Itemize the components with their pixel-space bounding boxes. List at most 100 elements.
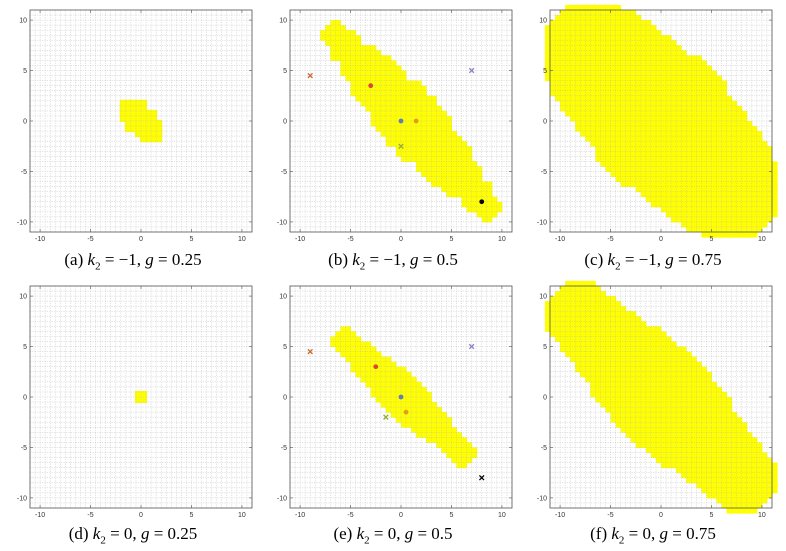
x-tick-label: -10 xyxy=(295,512,305,519)
y-tick-label: -10 xyxy=(537,495,547,502)
x-tick-label: -10 xyxy=(35,512,45,519)
y-tick-label: 10 xyxy=(539,18,547,25)
grid-lines xyxy=(289,285,513,509)
y-tick-label: 10 xyxy=(279,294,287,301)
marker-cross xyxy=(478,474,485,481)
plot-d: -10 -5 0 5 10 -10 -5 0 5 10 xyxy=(17,285,253,519)
y-tick-label: 5 xyxy=(23,344,27,351)
marker-cross-stroke xyxy=(383,414,389,420)
y-tick-label: 10 xyxy=(19,294,27,301)
caption-c: (c) k2 = −1, g = 0.75 xyxy=(584,250,722,273)
marker-dot xyxy=(398,118,404,124)
marker-cross-stroke xyxy=(478,474,485,481)
caption-e: (e) k2 = 0, g = 0.5 xyxy=(333,524,453,547)
grid-lines xyxy=(29,285,253,509)
marker-cross xyxy=(307,72,313,79)
region-cell xyxy=(150,130,163,143)
region-cell xyxy=(119,99,132,112)
plot-c: -10 -5 0 5 10 -10 -5 0 5 10 xyxy=(537,4,778,243)
x-tick-label: 10 xyxy=(498,512,506,519)
x-tick-label: 0 xyxy=(659,512,663,519)
grid-lines xyxy=(29,9,253,233)
grid-lines xyxy=(289,9,513,233)
grid-lines xyxy=(549,9,773,233)
x-tick-label: 5 xyxy=(710,236,714,243)
y-tick-label: 5 xyxy=(543,344,547,351)
y-tick-label: 5 xyxy=(283,344,287,351)
x-tick-label: -5 xyxy=(87,512,93,519)
x-tick-label: 10 xyxy=(238,236,246,243)
plot-e: -10 -5 0 5 10 -10 -5 0 5 10 xyxy=(277,285,513,519)
x-tick-label: -5 xyxy=(607,236,613,243)
y-tick-label: -10 xyxy=(17,219,27,226)
y-tick-label: 10 xyxy=(279,18,287,25)
panel-b: -10 -5 0 5 10 -10 -5 0 5 10 (b) k2 = −1, g = 0.5 xyxy=(270,2,516,272)
x-tick-label: 5 xyxy=(190,512,194,519)
y-tick-label: -5 xyxy=(541,169,547,176)
y-tick-label: 0 xyxy=(543,395,547,402)
x-tick-label: -10 xyxy=(35,236,45,243)
marker-cross xyxy=(398,143,404,149)
x-tick-label: 5 xyxy=(450,512,454,519)
panel-a: -10 -5 0 5 10 -10 -5 0 5 10 (a) k2 = −1, g = 0.25 xyxy=(10,2,256,272)
region-group xyxy=(544,4,778,238)
marker-dot xyxy=(413,118,419,124)
x-tick-label: 10 xyxy=(238,512,246,519)
x-tick-label: 10 xyxy=(498,236,506,243)
x-tick-label: -10 xyxy=(555,512,565,519)
y-tick-label: 5 xyxy=(283,68,287,75)
marker-cross-stroke xyxy=(398,143,404,149)
caption-f: (f) k2 = 0, g = 0.75 xyxy=(590,524,716,547)
caption-b: (b) k2 = −1, g = 0.5 xyxy=(328,250,458,273)
y-tick-label: 0 xyxy=(23,119,27,126)
caption-a: (a) k2 = −1, g = 0.25 xyxy=(64,250,202,273)
panel-f: -10 -5 0 5 10 -10 -5 0 5 10 (f) k2 = 0, g = 0.75 xyxy=(530,278,778,548)
x-tick-label: 0 xyxy=(659,236,663,243)
y-tick-label: -5 xyxy=(281,445,287,452)
y-tick-label: -5 xyxy=(21,445,27,452)
region-group xyxy=(119,99,163,143)
marker-dot xyxy=(398,394,404,400)
y-tick-label: -5 xyxy=(281,169,287,176)
plot-b: -10 -5 0 5 10 -10 -5 0 5 10 xyxy=(277,9,513,243)
y-tick-label: -10 xyxy=(537,219,547,226)
plot-f: -10 -5 0 5 10 -10 -5 0 5 10 xyxy=(537,280,778,519)
panel-d: -10 -5 0 5 10 -10 -5 0 5 10 (d) k2 = 0, g = 0.25 xyxy=(10,278,256,548)
caption-d: (d) k2 = 0, g = 0.25 xyxy=(68,524,198,547)
plot-a: -10 -5 0 5 10 -10 -5 0 5 10 xyxy=(17,9,253,243)
y-tick-label: 0 xyxy=(283,395,287,402)
marker-cross xyxy=(383,414,389,420)
y-tick-label: -10 xyxy=(17,495,27,502)
x-tick-label: -10 xyxy=(555,236,565,243)
x-tick-label: 0 xyxy=(399,236,403,243)
y-tick-label: 10 xyxy=(539,294,547,301)
y-tick-label: 5 xyxy=(23,68,27,75)
y-tick-label: -5 xyxy=(21,169,27,176)
y-tick-label: 0 xyxy=(283,119,287,126)
marker-cross xyxy=(307,348,313,355)
marker-dot xyxy=(368,83,374,89)
x-tick-label: 0 xyxy=(399,512,403,519)
marker-cross xyxy=(468,343,475,350)
x-tick-label: -5 xyxy=(607,512,613,519)
y-tick-label: -10 xyxy=(277,495,287,502)
x-tick-label: -5 xyxy=(347,236,353,243)
x-tick-label: 0 xyxy=(139,236,143,243)
x-tick-label: -5 xyxy=(87,236,93,243)
y-tick-label: -5 xyxy=(541,445,547,452)
x-tick-label: 5 xyxy=(450,236,454,243)
y-tick-label: -10 xyxy=(277,219,287,226)
y-tick-label: 10 xyxy=(19,18,27,25)
region-cell xyxy=(491,201,503,213)
x-tick-label: 10 xyxy=(758,512,766,519)
marker-cross-stroke xyxy=(307,348,313,355)
marker-dot xyxy=(479,199,485,205)
marker-cross-stroke xyxy=(468,343,475,350)
x-tick-label: 10 xyxy=(758,236,766,243)
region-group xyxy=(330,326,478,469)
x-tick-label: 0 xyxy=(139,512,143,519)
panel-e: -10 -5 0 5 10 -10 -5 0 5 10 (e) k2 = 0, g = 0.5 xyxy=(270,278,516,548)
x-tick-label: -5 xyxy=(347,512,353,519)
region-cell xyxy=(761,146,773,157)
marker-cross xyxy=(468,67,475,74)
